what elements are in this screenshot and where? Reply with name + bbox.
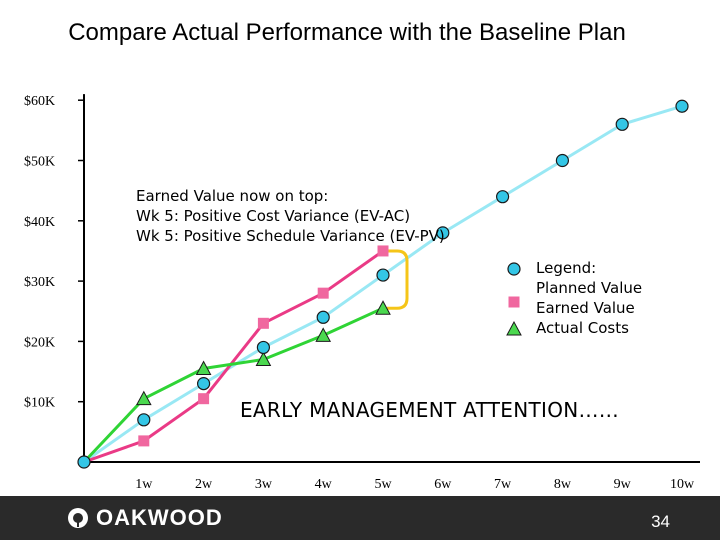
legend: Legend: Planned Value Earned Value Actua…: [536, 258, 642, 338]
y-tick-label: $20K: [24, 335, 55, 350]
legend-triangle-marker: [506, 320, 522, 336]
slide-title: Compare Actual Performance with the Base…: [0, 18, 694, 48]
legend-entry-actual: Actual Costs: [536, 319, 629, 337]
x-tick-label: 2w: [195, 477, 213, 492]
series-line-earned-value: [82, 249, 385, 464]
slide-title-text: Compare Actual Performance with the Base…: [68, 19, 626, 46]
triangle-marker: [375, 300, 391, 315]
circle-marker: [256, 340, 270, 355]
attention-callout: EARLY MANAGEMENT ATTENTION……: [240, 398, 620, 422]
footer-bar: OAKWOOD 34: [0, 496, 720, 540]
y-tick-label: $10K: [24, 396, 55, 411]
x-tick-label: 6w: [434, 477, 452, 492]
annotation-line: Wk 5: Positive Schedule Variance (EV-PV): [136, 227, 445, 245]
square-marker: [377, 245, 389, 257]
square-marker: [317, 287, 329, 299]
circle-marker: [376, 268, 390, 282]
circle-marker: [436, 226, 450, 240]
circle-marker: [197, 377, 211, 391]
page-number: 34: [651, 512, 670, 531]
circle-marker: [615, 117, 629, 131]
origin-marker: [77, 455, 91, 469]
brand-name: OAKWOOD: [96, 505, 223, 530]
variance-bracket: [387, 249, 409, 310]
y-tick-label: $50K: [24, 155, 55, 170]
annotation-line: Wk 5: Positive Cost Variance (EV-AC): [136, 207, 411, 225]
square-marker: [138, 435, 150, 447]
x-tick-label: 1w: [135, 477, 153, 492]
legend-entry-earned: Earned Value: [536, 299, 635, 317]
circle-marker: [496, 190, 510, 204]
oakwood-logo-icon: [68, 508, 88, 528]
triangle-marker: [315, 327, 332, 342]
legend-circle-marker: [507, 262, 521, 276]
x-tick-label: 5w: [374, 477, 392, 492]
triangle-marker: [195, 360, 212, 376]
annotation-line: Earned Value now on top:: [136, 187, 329, 205]
circle-marker: [316, 310, 330, 324]
legend-square-marker: [508, 296, 520, 308]
x-tick-label: 4w: [315, 477, 333, 492]
y-tick-label: $60K: [24, 94, 55, 109]
x-tick-label: 9w: [614, 477, 632, 492]
x-tick-label: 10w: [670, 477, 695, 492]
y-tick-label: $30K: [24, 275, 55, 290]
chart-axes: [78, 94, 700, 463]
x-tick-label: 8w: [554, 477, 572, 492]
triangle-marker: [135, 390, 152, 406]
series-line-actual-costs: [82, 306, 385, 464]
x-tick-label: 3w: [255, 477, 273, 492]
legend-markers: [506, 262, 522, 336]
legend-entry-planned: Planned Value: [536, 279, 643, 297]
series-markers: [77, 99, 689, 469]
x-tick-label: 7w: [494, 477, 512, 492]
brand-logo: OAKWOOD: [66, 504, 223, 532]
triangle-marker: [255, 351, 272, 366]
annotation-note: Earned Value now on top: Wk 5: Positive …: [136, 186, 445, 246]
square-marker: [257, 317, 269, 329]
variance-bracket-path: [387, 249, 409, 310]
circle-marker: [137, 413, 151, 427]
circle-marker: [675, 99, 689, 113]
y-tick-label: $40K: [24, 215, 55, 230]
square-marker: [198, 393, 210, 405]
x-tick-labels: 1w 2w 3w 4w 5w 6w 7w 8w 9w 10w: [135, 477, 695, 492]
y-tick-labels: $10K $20K $30K $40K $50K $60K: [24, 94, 55, 411]
circle-marker: [555, 153, 570, 168]
legend-title: Legend:: [536, 259, 597, 277]
